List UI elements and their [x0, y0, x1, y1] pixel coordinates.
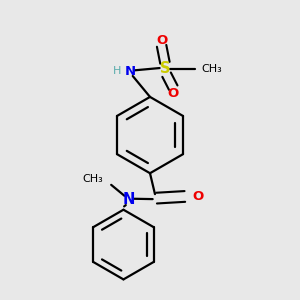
Text: CH₃: CH₃ [83, 174, 104, 184]
Text: O: O [156, 34, 167, 47]
Text: N: N [122, 192, 135, 207]
Text: CH₃: CH₃ [201, 64, 222, 74]
Text: O: O [168, 87, 179, 100]
Text: S: S [160, 61, 170, 76]
Text: O: O [192, 190, 203, 203]
Text: N: N [124, 65, 136, 78]
Text: H: H [113, 66, 122, 76]
